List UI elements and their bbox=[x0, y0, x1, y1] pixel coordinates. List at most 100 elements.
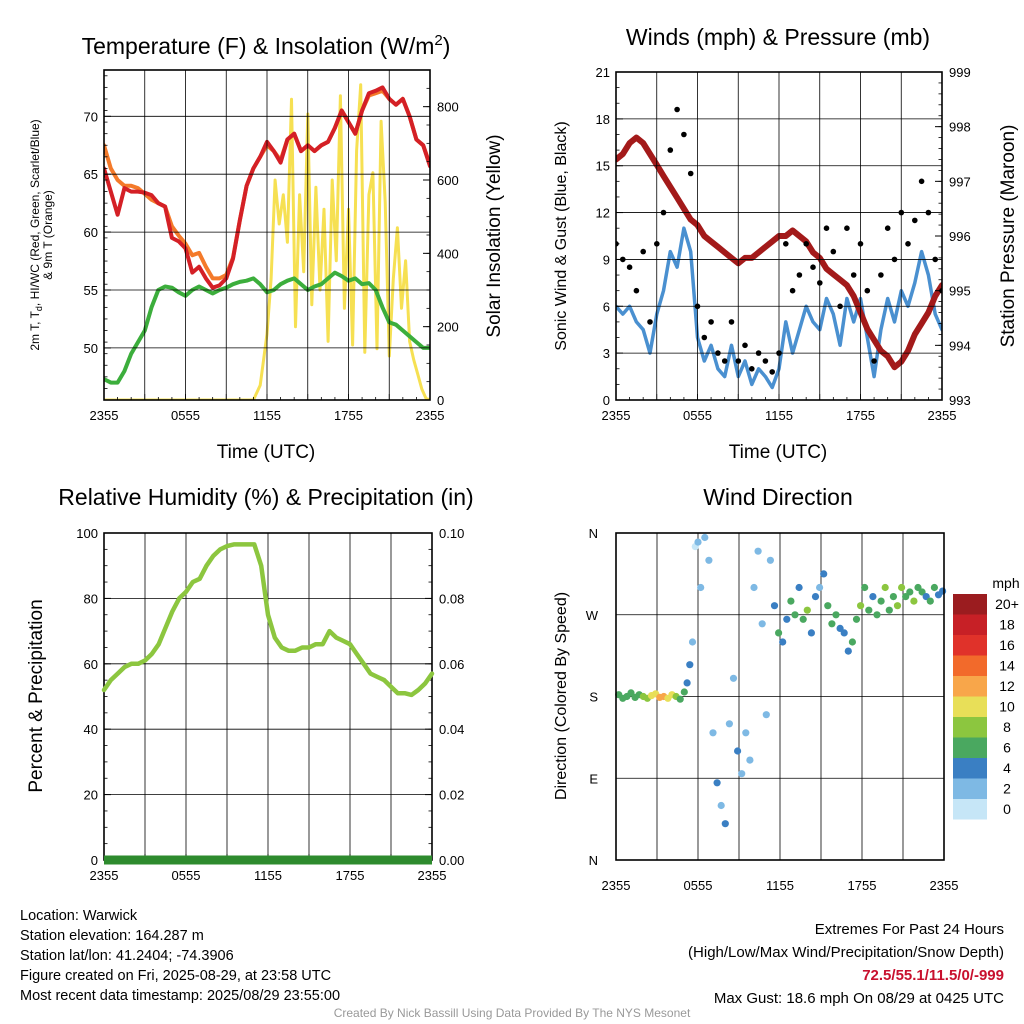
y-tick-label: 0 bbox=[91, 853, 98, 868]
y2-tick-label: 0.02 bbox=[439, 788, 464, 803]
colorbar-swatch bbox=[953, 614, 987, 635]
direction-point bbox=[910, 597, 918, 605]
gust-point bbox=[878, 272, 884, 278]
plot-frame bbox=[615, 532, 945, 861]
y-tick-label: 80 bbox=[84, 591, 98, 606]
temperature-panel: 50 55 60 65 70 0 200 400 600 800 2355 0555 1155 1755 2… bbox=[84, 69, 459, 423]
direction-point bbox=[775, 629, 783, 637]
y-tick-label: 18 bbox=[596, 112, 610, 127]
rh-title: Relative Humidity (%) & Precipitation (i… bbox=[58, 484, 473, 510]
y-tick-label: 21 bbox=[596, 65, 610, 80]
direction-point bbox=[787, 597, 795, 605]
gust-point bbox=[647, 319, 653, 325]
y-tick-label: 70 bbox=[84, 109, 98, 124]
direction-point bbox=[734, 747, 742, 755]
plot-frame bbox=[103, 69, 431, 401]
colorbar-swatch bbox=[953, 799, 987, 820]
gust-point bbox=[912, 217, 918, 224]
colorbar-swatch bbox=[953, 635, 987, 656]
y2-tick-label: 998 bbox=[949, 120, 971, 135]
direction-point bbox=[770, 602, 779, 610]
x-tick-label: 0555 bbox=[684, 878, 713, 893]
y2-tick-label: 0.00 bbox=[439, 853, 464, 868]
direction-point bbox=[865, 606, 873, 614]
winds-ylabel-left: Sonic Wind & Gust (Blue, Black) bbox=[553, 121, 570, 350]
direction-point bbox=[844, 647, 852, 655]
y2-tick-label: 400 bbox=[437, 246, 459, 261]
gust-point bbox=[640, 248, 646, 255]
gust-point bbox=[728, 319, 735, 325]
direction-point bbox=[738, 770, 746, 778]
direction-point bbox=[881, 583, 889, 592]
colorbar-swatch bbox=[953, 676, 987, 697]
wind-direction-panel: N W S E N 2355 0555 1155 1755 2355 bbox=[586, 526, 959, 893]
x-tick-label: 2355 bbox=[930, 878, 959, 893]
direction-point bbox=[869, 593, 877, 601]
direction-point bbox=[848, 638, 857, 646]
gust-point bbox=[633, 287, 640, 294]
direction-point bbox=[898, 583, 906, 592]
x-tick-label: 0555 bbox=[171, 408, 200, 423]
temp-ylabel-right: Solar Insolation (Yellow) bbox=[484, 134, 505, 337]
colorbar-label: 6 bbox=[1003, 740, 1011, 756]
direction-point bbox=[852, 615, 861, 623]
x-tick-label: 1155 bbox=[254, 868, 282, 883]
credit-text: Created By Nick Bassill Using Data Provi… bbox=[333, 1006, 691, 1020]
colorbar-label: 4 bbox=[1003, 760, 1011, 776]
direction-point bbox=[779, 638, 787, 646]
direction-point bbox=[930, 583, 939, 592]
direction-point bbox=[694, 538, 702, 546]
direction-tick-label: N bbox=[589, 526, 598, 541]
speed-colorbar: mph 20+ 18 16 14 12 10 8 6 4 2 0 bbox=[953, 575, 1020, 820]
direction-point bbox=[783, 615, 791, 623]
gust-point bbox=[796, 272, 803, 278]
gust-point bbox=[864, 287, 871, 294]
y-tick-label: 12 bbox=[596, 206, 610, 221]
x-tick-label: 1755 bbox=[334, 408, 363, 423]
colorbar-label: 8 bbox=[1003, 719, 1011, 735]
gust-point bbox=[823, 225, 830, 231]
direction-point bbox=[857, 602, 865, 610]
location-text: Location: Warwick bbox=[20, 908, 138, 924]
y-tick-label: 40 bbox=[84, 722, 98, 737]
colorbar-label: 18 bbox=[999, 617, 1015, 633]
y-tick-label: 65 bbox=[84, 167, 98, 182]
y-tick-label: 55 bbox=[84, 283, 98, 298]
gust-point bbox=[871, 358, 877, 364]
x-tick-label: 1155 bbox=[765, 408, 793, 423]
y2-tick-label: 0 bbox=[437, 393, 444, 408]
gust-point bbox=[830, 248, 837, 255]
y2-tick-label: 993 bbox=[949, 393, 971, 408]
direction-point bbox=[828, 620, 836, 628]
y-tick-label: 50 bbox=[84, 341, 98, 356]
y-tick-label: 60 bbox=[84, 225, 98, 240]
direction-tick-label: W bbox=[586, 608, 599, 623]
relative-humidity-line bbox=[101, 542, 435, 698]
gust-point bbox=[803, 241, 809, 247]
winds-title: Winds (mph) & Pressure (mb) bbox=[626, 24, 930, 50]
colorbar-label: 2 bbox=[1003, 781, 1011, 797]
x-tick-label: 1755 bbox=[336, 868, 365, 883]
direction-tick-label: N bbox=[589, 853, 598, 868]
y-tick-label: 15 bbox=[596, 159, 610, 174]
gust-point bbox=[789, 287, 796, 294]
gust-point bbox=[810, 264, 816, 271]
gust-point bbox=[884, 225, 891, 231]
created-text: Figure created on Fri, 2025-08-29, at 23… bbox=[20, 968, 332, 984]
y-tick-label: 9 bbox=[603, 252, 610, 267]
rh-ylabel-left: Percent & Precipitation bbox=[26, 599, 47, 792]
winds-panel: 0 3 6 9 12 15 18 21 993 994 995 996 997 998 999 2355 055… bbox=[596, 65, 971, 423]
x-tick-label: 1155 bbox=[766, 878, 794, 893]
x-tick-label: 0555 bbox=[172, 868, 201, 883]
x-tick-label: 2355 bbox=[90, 408, 119, 423]
colorbar-swatch bbox=[953, 778, 987, 799]
gust-point bbox=[844, 225, 850, 231]
gust-point bbox=[769, 369, 775, 375]
direction-point bbox=[873, 611, 881, 619]
direction-point bbox=[861, 583, 869, 592]
x-tick-label: 2355 bbox=[928, 408, 957, 423]
y2-tick-label: 997 bbox=[949, 174, 971, 189]
gust-point bbox=[626, 264, 633, 271]
direction-point bbox=[791, 611, 799, 619]
